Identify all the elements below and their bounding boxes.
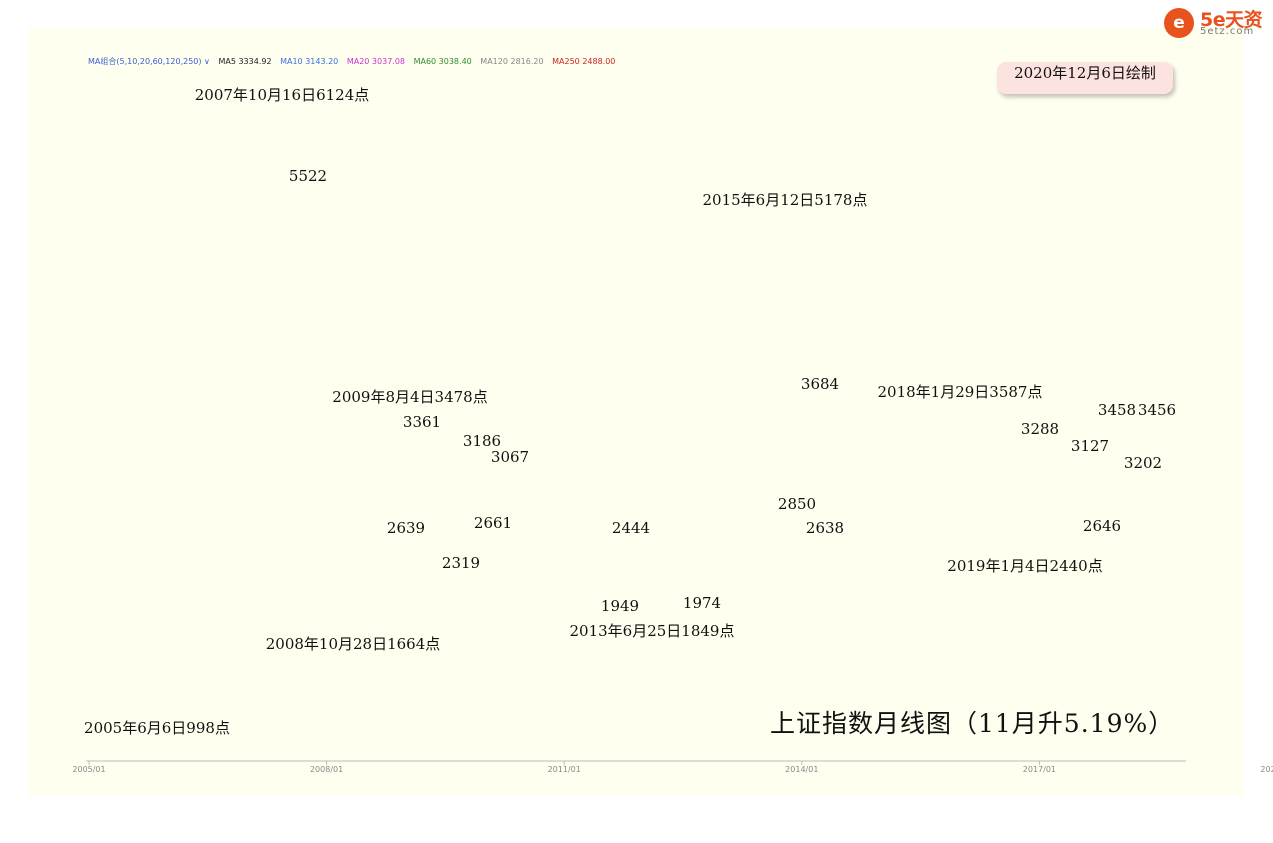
legend-ma10: MA10 3143.20 — [280, 57, 339, 66]
ma-legend[interactable]: MA组合(5,10,20,60,120,250) ∨ MA5 3334.92 M… — [88, 56, 621, 67]
annotation-label: 1974 — [683, 594, 721, 612]
legend-ma20: MA20 3037.08 — [346, 57, 406, 66]
annotation-label: 2646 — [1083, 517, 1121, 535]
x-tick-label: 2008/01 — [310, 765, 343, 774]
x-tick-label: 2020/01 — [1260, 765, 1273, 774]
annotation-label: 3186 — [463, 432, 501, 450]
annotation-label: 2007年10月16日6124点 — [195, 86, 370, 104]
annotation-label: 5522 — [289, 167, 327, 185]
annotation-label: 3288 — [1021, 420, 1059, 438]
legend-ma5: MA5 3334.92 — [218, 57, 272, 66]
annotation-label: 3127 — [1071, 437, 1109, 455]
annotation-label: 2008年10月28日1664点 — [266, 635, 441, 653]
x-tick-label: 2017/01 — [1023, 765, 1056, 774]
date-badge: 2020年12月6日绘制 — [997, 62, 1173, 94]
logo-url: 5etz.com — [1200, 26, 1255, 37]
annotation-label: 3458 — [1098, 401, 1136, 419]
chart-panel — [28, 28, 1244, 796]
annotation-label: 3067 — [491, 448, 529, 466]
x-tick-label: 2005/01 — [72, 765, 105, 774]
annotation-label: 3202 — [1124, 454, 1162, 472]
annotation-label: 2444 — [612, 519, 650, 537]
annotation-label: 2850 — [778, 495, 816, 513]
annotation-label: 2019年1月4日2440点 — [947, 557, 1102, 575]
annotation-label: 3456 — [1138, 401, 1176, 419]
annotation-label: 2639 — [387, 519, 425, 537]
legend-ma-group[interactable]: MA组合(5,10,20,60,120,250) ∨ — [88, 57, 210, 66]
annotation-label: 2638 — [806, 519, 844, 537]
annotation-label: 2319 — [442, 554, 480, 572]
chart-title: 上证指数月线图（11月升5.19%） — [770, 709, 1175, 738]
annotation-label: 2018年1月29日3587点 — [878, 383, 1043, 401]
annotation-label: 1949 — [601, 597, 639, 615]
logo-mark-icon: e — [1164, 8, 1194, 38]
brand-logo[interactable]: e 5e天资 5etz.com — [1164, 6, 1268, 40]
annotation-label: 2009年8月4日3478点 — [332, 388, 487, 406]
annotation-label: 3684 — [801, 375, 839, 393]
legend-ma250: MA250 2488.00 — [552, 57, 616, 66]
legend-ma120: MA120 2816.20 — [480, 57, 544, 66]
legend-ma60: MA60 3038.40 — [413, 57, 472, 66]
annotation-label: 2015年6月12日5178点 — [703, 191, 868, 209]
annotation-label: 3361 — [403, 413, 441, 431]
logo-text: 5e天资 — [1200, 9, 1263, 31]
annotation-label: 2661 — [474, 514, 512, 532]
x-tick-label: 2011/01 — [548, 765, 581, 774]
x-tick-label: 2014/01 — [785, 765, 818, 774]
annotation-label: 2005年6月6日998点 — [84, 719, 230, 737]
annotation-label: 2013年6月25日1849点 — [570, 622, 735, 640]
